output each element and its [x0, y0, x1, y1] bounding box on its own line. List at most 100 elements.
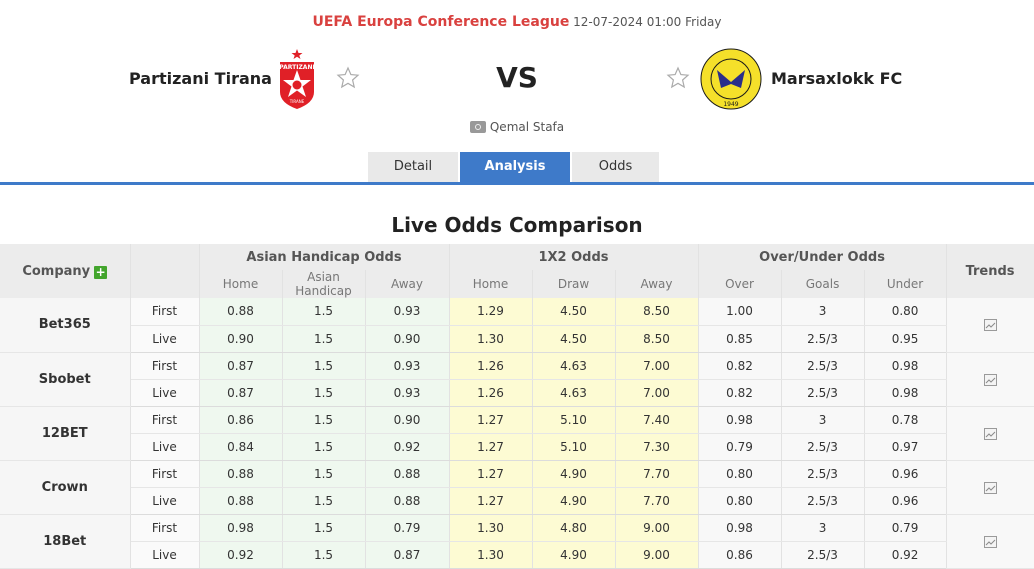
x12-away-value[interactable]: 7.00 — [615, 352, 699, 380]
ou-over-value[interactable]: 0.80 — [698, 487, 782, 515]
x12-away-value[interactable]: 9.00 — [615, 541, 699, 569]
ou-under-value[interactable]: 0.98 — [864, 352, 947, 380]
tab-detail[interactable]: Detail — [368, 152, 458, 182]
ah-handicap-value[interactable]: 1.5 — [282, 379, 366, 407]
ou-over-value[interactable]: 0.82 — [698, 352, 782, 380]
ah-away-value[interactable]: 0.87 — [365, 541, 450, 569]
add-company-icon[interactable]: + — [94, 264, 108, 279]
x12-away-value[interactable]: 7.70 — [615, 460, 699, 488]
ah-home-value[interactable]: 0.84 — [199, 433, 283, 461]
x12-home-value[interactable]: 1.29 — [449, 298, 533, 326]
ah-handicap-value[interactable]: 1.5 — [282, 352, 366, 380]
away-team-name[interactable]: Marsaxlokk FC — [771, 69, 903, 88]
ou-goals-value[interactable]: 2.5/3 — [781, 487, 865, 515]
x12-home-value[interactable]: 1.26 — [449, 379, 533, 407]
ah-away-value[interactable]: 0.90 — [365, 325, 450, 353]
ou-goals-value[interactable]: 2.5/3 — [781, 352, 865, 380]
tab-analysis[interactable]: Analysis — [460, 152, 570, 182]
ou-goals-value[interactable]: 2.5/3 — [781, 379, 865, 407]
ah-handicap-value[interactable]: 1.5 — [282, 433, 366, 461]
ou-over-value[interactable]: 0.80 — [698, 460, 782, 488]
x12-draw-value[interactable]: 5.10 — [532, 433, 616, 461]
company-name[interactable]: 12BET — [0, 406, 131, 461]
x12-draw-value[interactable]: 5.10 — [532, 406, 616, 434]
x12-away-value[interactable]: 7.70 — [615, 487, 699, 515]
ou-goals-value[interactable]: 2.5/3 — [781, 433, 865, 461]
ah-away-value[interactable]: 0.88 — [365, 487, 450, 515]
x12-away-value[interactable]: 7.40 — [615, 406, 699, 434]
ah-away-value[interactable]: 0.93 — [365, 298, 450, 326]
x12-draw-value[interactable]: 4.90 — [532, 460, 616, 488]
ah-away-value[interactable]: 0.93 — [365, 379, 450, 407]
company-name[interactable]: Bet365 — [0, 298, 131, 353]
trend-chart-icon[interactable] — [983, 481, 997, 494]
ou-goals-value[interactable]: 2.5/3 — [781, 325, 865, 353]
ah-home-value[interactable]: 0.88 — [199, 487, 283, 515]
ah-home-value[interactable]: 0.87 — [199, 352, 283, 380]
x12-home-value[interactable]: 1.27 — [449, 487, 533, 515]
favorite-star-icon-away[interactable] — [666, 66, 690, 90]
x12-away-value[interactable]: 7.30 — [615, 433, 699, 461]
ou-goals-value[interactable]: 2.5/3 — [781, 460, 865, 488]
x12-home-value[interactable]: 1.27 — [449, 433, 533, 461]
trend-chart-icon[interactable] — [983, 427, 997, 440]
x12-home-value[interactable]: 1.30 — [449, 325, 533, 353]
ou-goals-value[interactable]: 3 — [781, 514, 865, 542]
x12-away-value[interactable]: 7.00 — [615, 379, 699, 407]
ou-under-value[interactable]: 0.78 — [864, 406, 947, 434]
ah-home-value[interactable]: 0.87 — [199, 379, 283, 407]
ah-handicap-value[interactable]: 1.5 — [282, 514, 366, 542]
ou-under-value[interactable]: 0.79 — [864, 514, 947, 542]
ah-handicap-value[interactable]: 1.5 — [282, 460, 366, 488]
league-name[interactable]: UEFA Europa Conference League — [312, 14, 570, 30]
ou-over-value[interactable]: 0.86 — [698, 541, 782, 569]
ah-home-value[interactable]: 0.88 — [199, 460, 283, 488]
x12-home-value[interactable]: 1.27 — [449, 460, 533, 488]
ah-handicap-value[interactable]: 1.5 — [282, 298, 366, 326]
ah-away-value[interactable]: 0.92 — [365, 433, 450, 461]
x12-draw-value[interactable]: 4.80 — [532, 514, 616, 542]
trend-chart-icon[interactable] — [983, 319, 997, 332]
ou-over-value[interactable]: 1.00 — [698, 298, 782, 326]
home-team-name[interactable]: Partizani Tirana — [129, 69, 272, 88]
ah-away-value[interactable]: 0.90 — [365, 406, 450, 434]
ah-handicap-value[interactable]: 1.5 — [282, 487, 366, 515]
x12-draw-value[interactable]: 4.90 — [532, 487, 616, 515]
trend-chart-icon[interactable] — [983, 373, 997, 386]
x12-draw-value[interactable]: 4.63 — [532, 352, 616, 380]
ah-home-value[interactable]: 0.88 — [199, 298, 283, 326]
x12-away-value[interactable]: 9.00 — [615, 514, 699, 542]
tab-odds[interactable]: Odds — [572, 152, 659, 182]
ou-under-value[interactable]: 0.95 — [864, 325, 947, 353]
ou-goals-value[interactable]: 2.5/3 — [781, 541, 865, 569]
x12-draw-value[interactable]: 4.90 — [532, 541, 616, 569]
ah-home-value[interactable]: 0.92 — [199, 541, 283, 569]
ou-over-value[interactable]: 0.98 — [698, 514, 782, 542]
x12-away-value[interactable]: 8.50 — [615, 298, 699, 326]
ah-away-value[interactable]: 0.93 — [365, 352, 450, 380]
trend-chart-icon[interactable] — [983, 535, 997, 548]
ah-handicap-value[interactable]: 1.5 — [282, 541, 366, 569]
ou-under-value[interactable]: 0.96 — [864, 460, 947, 488]
ou-under-value[interactable]: 0.96 — [864, 487, 947, 515]
ah-home-value[interactable]: 0.90 — [199, 325, 283, 353]
x12-draw-value[interactable]: 4.50 — [532, 298, 616, 326]
ou-under-value[interactable]: 0.97 — [864, 433, 947, 461]
ou-over-value[interactable]: 0.98 — [698, 406, 782, 434]
ah-away-value[interactable]: 0.88 — [365, 460, 450, 488]
ou-goals-value[interactable]: 3 — [781, 298, 865, 326]
x12-draw-value[interactable]: 4.50 — [532, 325, 616, 353]
ou-over-value[interactable]: 0.85 — [698, 325, 782, 353]
company-name[interactable]: Sbobet — [0, 352, 131, 407]
ou-over-value[interactable]: 0.79 — [698, 433, 782, 461]
ou-under-value[interactable]: 0.80 — [864, 298, 947, 326]
ah-home-value[interactable]: 0.98 — [199, 514, 283, 542]
x12-home-value[interactable]: 1.30 — [449, 541, 533, 569]
favorite-star-icon-home[interactable] — [336, 66, 360, 90]
x12-draw-value[interactable]: 4.63 — [532, 379, 616, 407]
x12-home-value[interactable]: 1.26 — [449, 352, 533, 380]
ah-home-value[interactable]: 0.86 — [199, 406, 283, 434]
ou-over-value[interactable]: 0.82 — [698, 379, 782, 407]
x12-away-value[interactable]: 8.50 — [615, 325, 699, 353]
ah-handicap-value[interactable]: 1.5 — [282, 325, 366, 353]
